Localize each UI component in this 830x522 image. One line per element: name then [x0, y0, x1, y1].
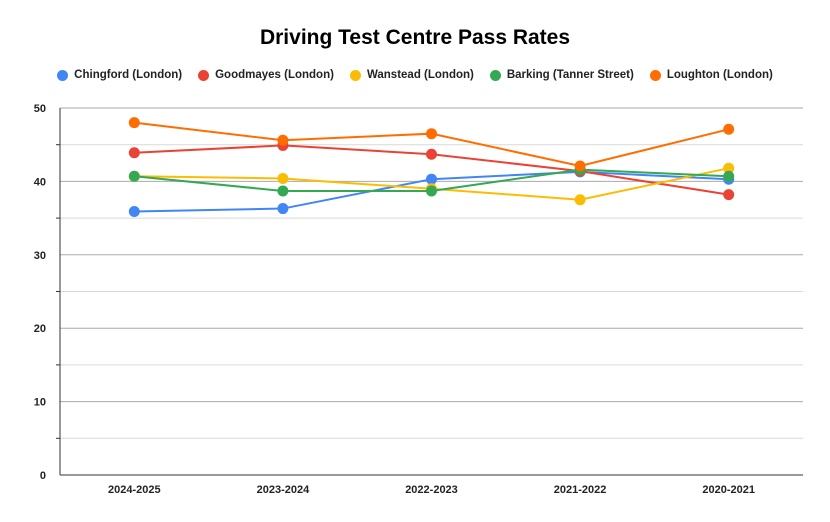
chart-title: Driving Test Centre Pass Rates: [259, 26, 571, 49]
legend: Chingford (London) Goodmayes (London) Wans…: [0, 69, 830, 81]
y-tick-label: 30: [34, 250, 46, 262]
legend-item[interactable]: Goodmayes (London): [198, 69, 334, 81]
data-point: [426, 148, 437, 160]
x-tick-label: 2024-2025: [108, 484, 161, 496]
y-tick-label: 10: [34, 397, 46, 409]
data-point: [426, 173, 437, 185]
legend-label: Chingford (London): [74, 69, 183, 81]
legend-label: Barking (Tanner Street): [506, 69, 634, 81]
legend-label: Wanstead (London): [366, 69, 474, 81]
x-tick-label: 2021-2022: [554, 484, 607, 496]
data-point: [723, 123, 735, 135]
data-point: [277, 203, 289, 215]
data-point: [426, 128, 437, 140]
data-point: [723, 162, 735, 174]
legend-label: Loughton (London): [666, 69, 773, 81]
y-tick-label: 20: [34, 323, 46, 335]
data-point: [128, 147, 140, 159]
legend-item[interactable]: Barking (Tanner Street): [489, 69, 634, 81]
legend-item[interactable]: Loughton (London): [649, 69, 773, 81]
data-point: [723, 189, 735, 201]
data-point: [574, 160, 586, 172]
x-tick-label: 2020-2021: [702, 484, 755, 496]
data-point: [128, 205, 140, 217]
data-point: [128, 170, 140, 182]
legend-item[interactable]: Chingford (London): [57, 69, 182, 81]
legend-marker: [489, 69, 501, 81]
y-tick-label: 0: [40, 470, 46, 482]
data-point: [574, 194, 586, 206]
legend-label: Goodmayes (London): [215, 69, 334, 81]
data-point: [277, 134, 289, 146]
legend-marker: [57, 69, 69, 81]
data-point: [426, 185, 437, 197]
data-point: [277, 172, 289, 184]
x-tick-label: 2022-2023: [405, 484, 458, 496]
data-point: [277, 185, 289, 197]
data-point: [128, 117, 140, 129]
y-tick-label: 50: [34, 103, 46, 115]
y-tick-label: 40: [34, 176, 46, 188]
legend-marker: [349, 69, 361, 81]
x-tick-label: 2023-2024: [257, 484, 310, 496]
legend-item[interactable]: Wanstead (London): [349, 69, 474, 81]
data-point: [723, 170, 735, 182]
legend-marker: [649, 69, 661, 81]
legend-marker: [198, 69, 210, 81]
